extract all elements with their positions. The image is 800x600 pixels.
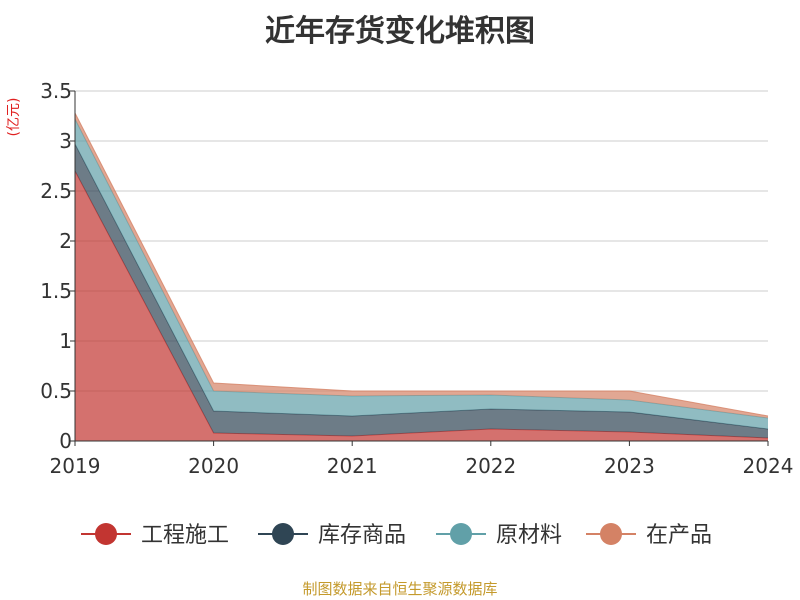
- x-tick-label: 2020: [188, 454, 239, 478]
- y-tick-label: 3.5: [40, 79, 72, 103]
- y-tick-labels: 0 0.5 1 1.5 2 2.5 3 3.5: [40, 79, 75, 453]
- y-tick-label: 3: [59, 129, 72, 153]
- legend-item-库存商品[interactable]: 库存商品: [258, 523, 406, 548]
- x-tick-label: 2022: [465, 454, 516, 478]
- axes: [74, 91, 768, 442]
- legend-item-原材料[interactable]: 原材料: [436, 523, 562, 548]
- legend: 工程施工 库存商品 原材料 在产品: [81, 523, 712, 548]
- source-note: 制图数据来自恒生聚源数据库: [302, 580, 498, 598]
- x-tick-label: 2021: [327, 454, 378, 478]
- chart-title: 近年存货变化堆积图: [265, 14, 535, 49]
- legend-marker: [95, 523, 117, 545]
- y-tick-label: 2.5: [40, 179, 72, 203]
- y-axis-unit-label: (亿元): [6, 98, 22, 137]
- series-line-在产品: [74, 112, 769, 417]
- y-tick-label: 2: [59, 229, 72, 253]
- legend-item-在产品[interactable]: 在产品: [586, 523, 712, 548]
- legend-marker: [600, 523, 622, 545]
- y-tick-label: 1.5: [40, 279, 72, 303]
- legend-item-工程施工[interactable]: 工程施工: [81, 523, 229, 548]
- y-tick-label: 0.5: [40, 379, 72, 403]
- legend-label: 在产品: [646, 523, 712, 548]
- legend-label: 原材料: [496, 523, 562, 548]
- x-tick-label: 2019: [50, 454, 101, 478]
- area-series-工程施工: [75, 171, 768, 441]
- legend-marker: [450, 523, 472, 545]
- x-tick-labels: 2019 2020 2021 2022 2023 2024: [50, 441, 794, 478]
- x-tick-label: 2023: [604, 454, 655, 478]
- legend-label: 工程施工: [141, 523, 229, 548]
- legend-label: 库存商品: [318, 523, 406, 548]
- y-tick-label: 1: [59, 329, 72, 353]
- area-series: [74, 112, 769, 441]
- x-tick-label: 2024: [743, 454, 794, 478]
- legend-marker: [272, 523, 294, 545]
- y-tick-label: 0: [59, 429, 72, 453]
